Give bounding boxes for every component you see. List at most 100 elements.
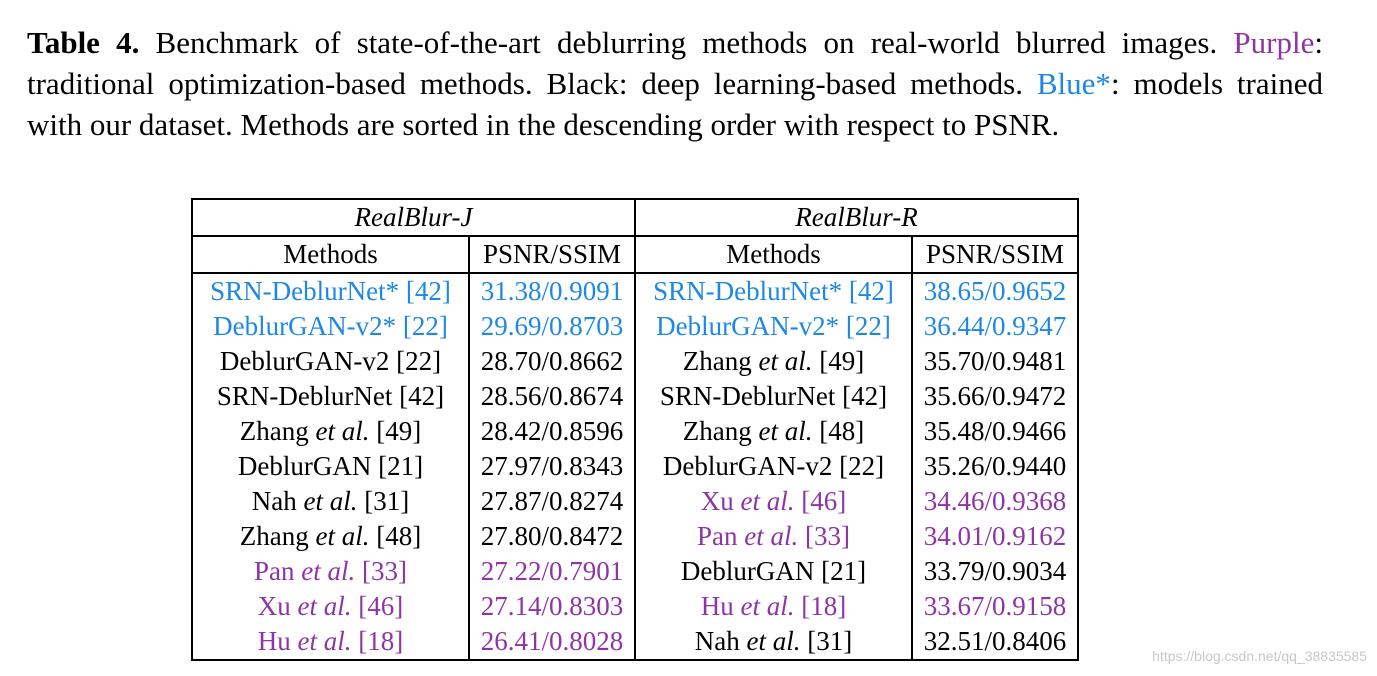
psnr-ssim-cell-r: 33.79/0.9034 (911, 554, 1079, 589)
method-author: Zhang (239, 521, 309, 551)
psnr-ssim-cell-r: 33.67/0.9158 (911, 589, 1079, 624)
table-row: Nah et al. [31] 27.87/0.8274 Xu et al. [46… (191, 484, 1079, 519)
method-citation: [31] (364, 486, 410, 516)
table-row: SRN-DeblurNet* [42] 31.38/0.9091 SRN-Deblu… (191, 273, 1079, 309)
psnr-ssim-cell-j: 27.97/0.8343 (468, 449, 636, 484)
caption-blue-word: Blue* (1036, 66, 1111, 101)
method-cell-j: Zhang et al. [48] (191, 519, 470, 554)
method-et-al: et al. (758, 416, 813, 446)
method-et-al: et al. (758, 346, 813, 376)
psnr-ssim-cell-j: 28.70/0.8662 (468, 344, 636, 379)
group-header-row: RealBlur-J RealBlur-R (191, 198, 1079, 237)
method-et-al: et al. (746, 626, 801, 656)
caption-text-2: : traditional optimization-based methods… (27, 25, 1323, 101)
psnr-ssim-cell-r: 32.51/0.8406 (911, 624, 1079, 661)
psnr-ssim-cell-j: 28.42/0.8596 (468, 414, 636, 449)
method-cell-j: SRN-DeblurNet [42] (191, 379, 470, 414)
psnr-ssim-cell-j: 27.80/0.8472 (468, 519, 636, 554)
method-et-al: et al. (303, 486, 358, 516)
benchmark-table: RealBlur-J RealBlur-R Methods PSNR/SSIM … (191, 198, 1079, 661)
column-header-psnr-ssim-j: PSNR/SSIM (468, 236, 636, 274)
psnr-ssim-cell-j: 26.41/0.8028 (468, 624, 636, 661)
method-author: Hu (257, 626, 291, 656)
table-row: Xu et al. [46] 27.14/0.8303 Hu et al. [18]… (191, 589, 1079, 624)
psnr-ssim-cell-r: 34.01/0.9162 (911, 519, 1079, 554)
method-cell-r: Hu et al. [18] (634, 589, 913, 624)
psnr-ssim-cell-j: 27.22/0.7901 (468, 554, 636, 589)
method-citation: [49] (376, 416, 422, 446)
psnr-ssim-cell-r: 35.48/0.9466 (911, 414, 1079, 449)
column-header-psnr-ssim-r: PSNR/SSIM (911, 236, 1079, 274)
column-header-methods-j: Methods (191, 236, 470, 274)
table-row: SRN-DeblurNet [42] 28.56/0.8674 SRN-Deblur… (191, 379, 1079, 414)
method-citation: [49] (819, 346, 865, 376)
table-row: Zhang et al. [48] 27.80/0.8472 Pan et al. … (191, 519, 1079, 554)
method-cell-j: DeblurGAN-v2 [22] (191, 344, 470, 379)
method-et-al: et al. (744, 521, 799, 551)
method-author: Xu (257, 591, 291, 621)
method-cell-r: DeblurGAN-v2 [22] (634, 449, 913, 484)
psnr-ssim-cell-j: 28.56/0.8674 (468, 379, 636, 414)
method-cell-j: Nah et al. [31] (191, 484, 470, 519)
psnr-ssim-cell-j: 29.69/0.8703 (468, 309, 636, 344)
table-body: SRN-DeblurNet* [42] 31.38/0.9091 SRN-Deblu… (191, 273, 1079, 661)
method-cell-r: Nah et al. [31] (634, 624, 913, 661)
caption-label: Table 4. (27, 25, 140, 60)
group-header-realblur-j: RealBlur-J (191, 198, 636, 237)
psnr-ssim-cell-r: 35.66/0.9472 (911, 379, 1079, 414)
table-row: DeblurGAN [21] 27.97/0.8343 DeblurGAN-v2 [… (191, 449, 1079, 484)
method-cell-r: Zhang et al. [49] (634, 344, 913, 379)
caption-purple-word: Purple (1233, 25, 1315, 60)
method-author: Zhang (239, 416, 309, 446)
method-author: Zhang (682, 416, 752, 446)
method-cell-j: DeblurGAN [21] (191, 449, 470, 484)
method-citation: [48] (376, 521, 422, 551)
method-cell-r: Pan et al. [33] (634, 519, 913, 554)
method-cell-r: SRN-DeblurNet [42] (634, 379, 913, 414)
psnr-ssim-cell-j: 31.38/0.9091 (468, 273, 636, 309)
method-cell-j: Xu et al. [46] (191, 589, 470, 624)
method-cell-r: SRN-DeblurNet* [42] (634, 273, 913, 309)
method-citation: [31] (807, 626, 853, 656)
caption-text-3: : models trained with our dataset. Metho… (27, 66, 1323, 142)
psnr-ssim-cell-r: 35.70/0.9481 (911, 344, 1079, 379)
method-citation: [18] (358, 626, 404, 656)
method-citation: [46] (801, 486, 847, 516)
method-et-al: et al. (740, 486, 795, 516)
method-citation: [33] (362, 556, 407, 586)
psnr-ssim-cell-r: 35.26/0.9440 (911, 449, 1079, 484)
method-cell-j: Zhang et al. [49] (191, 414, 470, 449)
method-author: Pan (254, 556, 295, 586)
table-row: DeblurGAN-v2* [22] 29.69/0.8703 DeblurGAN-… (191, 309, 1079, 344)
column-header-methods-r: Methods (634, 236, 913, 274)
method-cell-j: DeblurGAN-v2* [22] (191, 309, 470, 344)
method-cell-j: SRN-DeblurNet* [42] (191, 273, 470, 309)
column-header-row: Methods PSNR/SSIM Methods PSNR/SSIM (191, 236, 1079, 274)
method-citation: [46] (358, 591, 404, 621)
method-et-al: et al. (301, 556, 356, 586)
method-author: Hu (700, 591, 734, 621)
method-author: Nah (694, 626, 740, 656)
table-row: Pan et al. [33] 27.22/0.7901 DeblurGAN [21… (191, 554, 1079, 589)
psnr-ssim-cell-r: 38.65/0.9652 (911, 273, 1079, 309)
method-cell-j: Pan et al. [33] (191, 554, 470, 589)
method-citation: [48] (819, 416, 865, 446)
method-cell-r: Xu et al. [46] (634, 484, 913, 519)
method-cell-j: Hu et al. [18] (191, 624, 470, 661)
method-et-al: et al. (297, 591, 352, 621)
method-et-al: et al. (315, 521, 370, 551)
method-author: Nah (251, 486, 297, 516)
caption-text-1: Benchmark of state-of-the-art deblurring… (139, 25, 1234, 60)
psnr-ssim-cell-r: 34.46/0.9368 (911, 484, 1079, 519)
method-cell-r: DeblurGAN [21] (634, 554, 913, 589)
group-header-realblur-r: RealBlur-R (634, 198, 1079, 237)
psnr-ssim-cell-j: 27.87/0.8274 (468, 484, 636, 519)
method-author: Xu (700, 486, 734, 516)
method-author: Pan (697, 521, 738, 551)
table-row: Zhang et al. [49] 28.42/0.8596 Zhang et al… (191, 414, 1079, 449)
method-et-al: et al. (297, 626, 352, 656)
watermark: https://blog.csdn.net/qq_38835585 (1152, 648, 1367, 664)
psnr-ssim-cell-r: 36.44/0.9347 (911, 309, 1079, 344)
method-citation: [33] (805, 521, 850, 551)
method-cell-r: Zhang et al. [48] (634, 414, 913, 449)
